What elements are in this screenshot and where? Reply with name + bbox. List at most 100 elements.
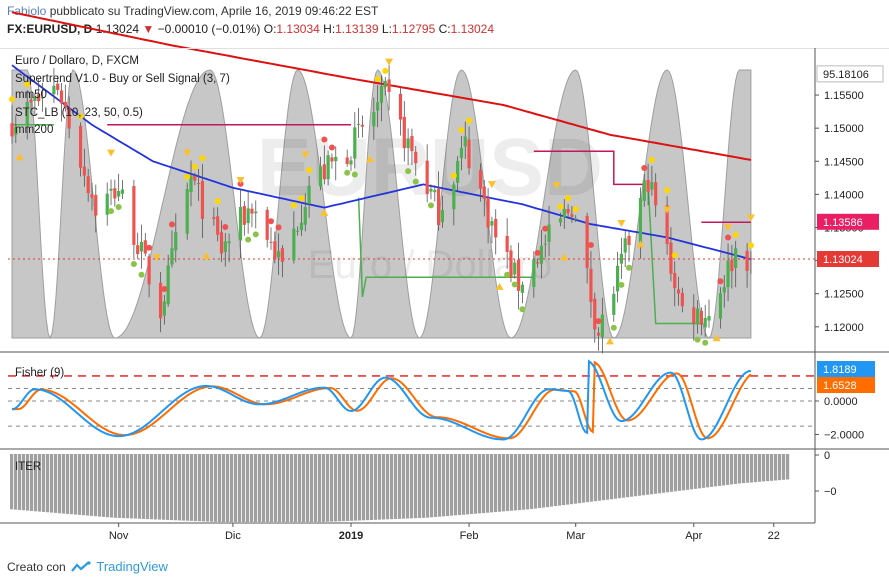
candle[interactable] xyxy=(174,213,178,263)
candle[interactable] xyxy=(722,274,726,308)
candle[interactable] xyxy=(139,224,144,269)
candle[interactable] xyxy=(322,145,326,185)
candle[interactable] xyxy=(593,292,597,343)
candle[interactable] xyxy=(734,240,738,288)
candle[interactable] xyxy=(40,82,45,112)
candle[interactable] xyxy=(669,227,673,282)
candle[interactable] xyxy=(185,182,189,240)
candle[interactable] xyxy=(246,190,250,234)
candle[interactable] xyxy=(456,156,460,191)
candle[interactable] xyxy=(543,234,547,258)
candle[interactable] xyxy=(570,205,574,223)
candle[interactable] xyxy=(10,105,14,144)
candle[interactable] xyxy=(216,207,220,242)
candle[interactable] xyxy=(673,261,677,307)
candle[interactable] xyxy=(113,179,117,207)
candle[interactable] xyxy=(94,184,98,233)
candle[interactable] xyxy=(105,182,109,226)
candle[interactable] xyxy=(349,156,353,172)
candle[interactable] xyxy=(254,200,258,229)
author-name[interactable]: Fabiolo xyxy=(7,4,47,18)
candle[interactable] xyxy=(170,230,174,268)
candle[interactable] xyxy=(616,251,620,303)
candle[interactable] xyxy=(200,164,205,239)
candle[interactable] xyxy=(627,230,631,262)
candle[interactable] xyxy=(596,327,601,351)
candle[interactable] xyxy=(330,153,334,169)
candle[interactable] xyxy=(67,96,71,139)
candle[interactable] xyxy=(296,226,300,236)
candle[interactable] xyxy=(699,307,703,336)
candle[interactable] xyxy=(318,156,323,191)
candle[interactable] xyxy=(516,242,521,310)
candle[interactable] xyxy=(189,160,193,207)
candle[interactable] xyxy=(459,136,464,171)
candle[interactable] xyxy=(383,76,387,96)
candle[interactable] xyxy=(29,93,33,112)
candle[interactable] xyxy=(574,215,578,223)
candle[interactable] xyxy=(136,232,140,259)
candle[interactable] xyxy=(558,212,563,227)
candle[interactable] xyxy=(452,181,456,226)
candle[interactable] xyxy=(303,193,307,232)
candle[interactable] xyxy=(478,163,483,202)
candle[interactable] xyxy=(623,230,627,267)
candle[interactable] xyxy=(402,100,406,162)
candle[interactable] xyxy=(692,294,696,341)
candle[interactable] xyxy=(642,173,646,207)
candle[interactable] xyxy=(292,211,296,264)
candle[interactable] xyxy=(273,231,277,264)
candle[interactable] xyxy=(56,75,60,96)
candle[interactable] xyxy=(589,251,593,318)
candle[interactable] xyxy=(509,245,513,283)
candle[interactable] xyxy=(532,251,536,298)
candle[interactable] xyxy=(680,287,684,313)
candle[interactable] xyxy=(387,64,391,111)
candle[interactable] xyxy=(334,146,338,181)
candle[interactable] xyxy=(147,253,151,298)
candle[interactable] xyxy=(654,173,658,217)
candle[interactable] xyxy=(360,115,365,138)
candle[interactable] xyxy=(406,128,410,166)
candle[interactable] xyxy=(117,173,121,202)
candle[interactable] xyxy=(467,126,471,175)
candle[interactable] xyxy=(166,254,170,307)
candle[interactable] xyxy=(536,258,540,268)
candle[interactable] xyxy=(277,233,281,275)
candle[interactable] xyxy=(326,150,330,186)
candle[interactable] xyxy=(90,182,94,211)
candle[interactable] xyxy=(513,259,517,279)
candle[interactable] xyxy=(463,121,467,159)
candle[interactable] xyxy=(619,237,624,279)
candle[interactable] xyxy=(307,176,311,218)
candle[interactable] xyxy=(414,146,418,176)
candle[interactable] xyxy=(398,87,403,136)
candle[interactable] xyxy=(600,297,604,354)
candle[interactable] xyxy=(703,304,707,337)
candle[interactable] xyxy=(372,97,376,140)
candle[interactable] xyxy=(299,204,304,236)
candle[interactable] xyxy=(120,179,125,199)
candle[interactable] xyxy=(494,209,498,255)
candle[interactable] xyxy=(520,281,524,304)
candle[interactable] xyxy=(353,112,357,169)
candle[interactable] xyxy=(52,68,56,103)
candle[interactable] xyxy=(109,179,113,206)
candle[interactable] xyxy=(265,206,269,248)
candle[interactable] xyxy=(436,171,441,231)
candle[interactable] xyxy=(566,204,570,218)
candle[interactable] xyxy=(193,172,197,186)
candle[interactable] xyxy=(486,188,490,244)
candle[interactable] xyxy=(429,184,433,200)
candle[interactable] xyxy=(749,251,753,275)
candle[interactable] xyxy=(433,185,437,202)
candle[interactable] xyxy=(82,148,86,187)
iter-pane[interactable] xyxy=(10,454,790,522)
candle[interactable] xyxy=(718,287,723,329)
footer-brand[interactable]: TradingView xyxy=(96,559,168,574)
candle[interactable] xyxy=(14,115,18,144)
candle[interactable] xyxy=(250,203,254,228)
candle[interactable] xyxy=(730,244,734,289)
candle[interactable] xyxy=(158,272,163,333)
